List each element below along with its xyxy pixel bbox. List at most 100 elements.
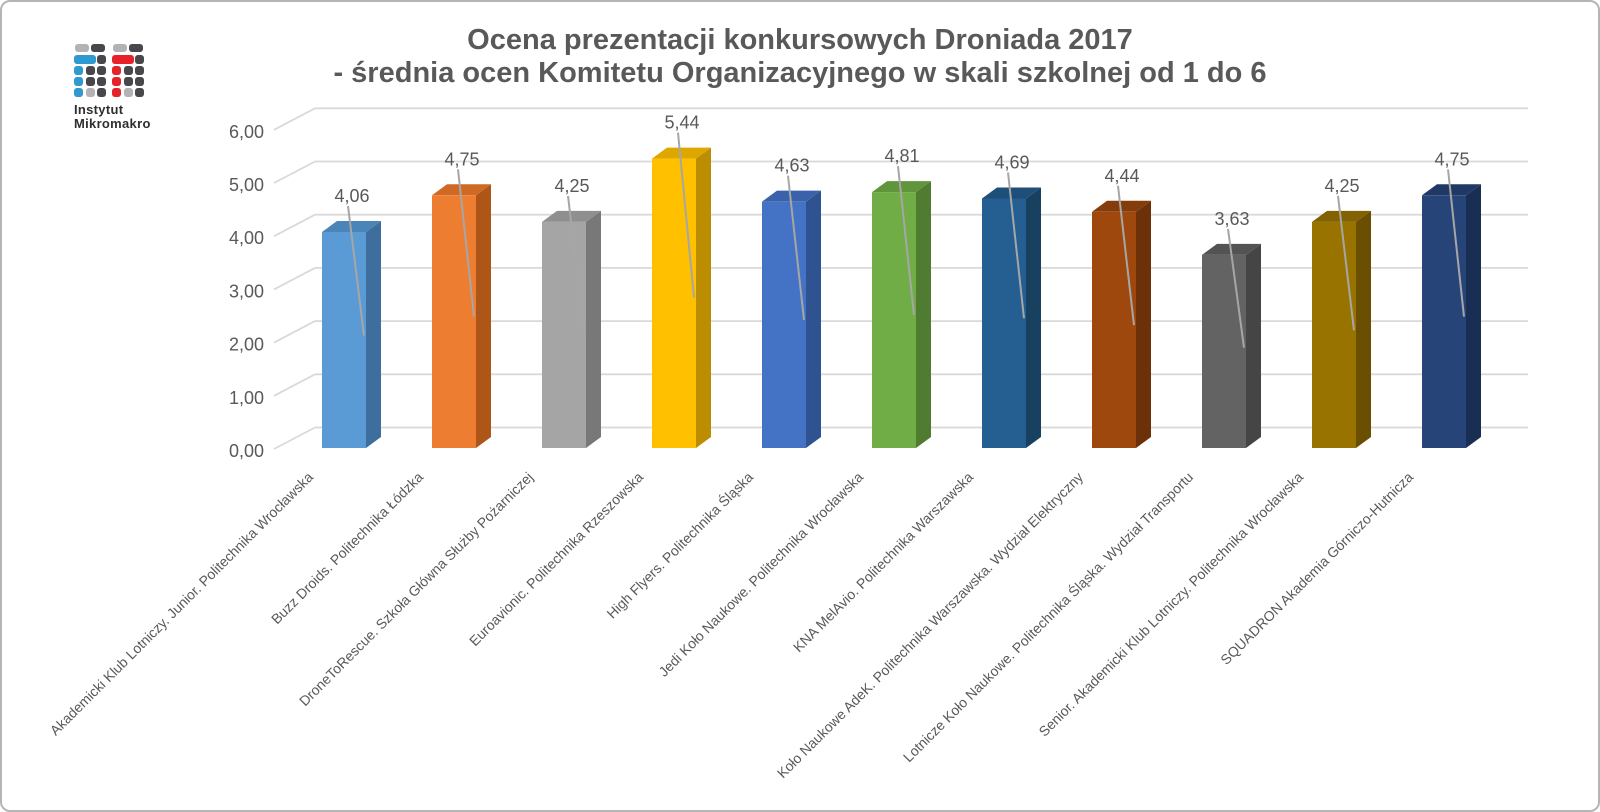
y-axis-tick-label: 2,00	[229, 335, 264, 355]
instytut-mikromakro-logo: Instytut Mikromakro	[74, 44, 234, 131]
category-label: Euroavionic. Politechnika Rzeszowska	[466, 469, 646, 649]
bar	[652, 158, 696, 449]
bar-top-face	[652, 147, 711, 159]
category-label: DroneToRescue. Szkoła Główna Służby Poża…	[296, 469, 536, 709]
logo-text: Instytut Mikromakro	[74, 103, 234, 131]
gridline-depth-segment	[273, 267, 316, 291]
logo-dot	[74, 88, 83, 97]
logo-dot	[85, 77, 95, 86]
bar-side-face	[586, 210, 601, 448]
category-label: Jedi Koło Naukowe. Politechnika Wrocławs…	[655, 469, 866, 680]
y-axis-tick-label: 5,00	[229, 175, 264, 195]
logo-dot	[123, 66, 133, 75]
bar	[432, 195, 476, 448]
category-label: Akademicki Klub Lotniczy. Junior. Polite…	[47, 469, 317, 739]
logo-dot	[135, 66, 144, 75]
bar-top-face	[1092, 200, 1151, 212]
bar	[1202, 254, 1246, 448]
bar-side-face	[1026, 187, 1041, 448]
y-axis-tick-label: 1,00	[229, 388, 264, 408]
data-label-leader-line	[567, 195, 585, 331]
bar-side-face	[1246, 243, 1261, 448]
logo-dot	[74, 77, 83, 86]
bar	[542, 221, 586, 448]
logo-dot	[129, 44, 143, 52]
data-label-leader-line	[897, 166, 915, 316]
logo-dot	[113, 44, 127, 52]
logo-dot	[91, 44, 105, 52]
logo-dot	[135, 88, 144, 97]
logo-text-line1: Instytut	[74, 102, 124, 117]
bar-side-face	[1466, 184, 1481, 449]
bar-top-face	[1422, 184, 1481, 196]
chart-title: Ocena prezentacji konkursowych Droniada …	[2, 24, 1598, 90]
gridline-depth-segment	[273, 107, 316, 131]
bar-side-face	[366, 221, 381, 448]
data-label-leader-line	[1227, 228, 1245, 348]
logo-dot	[74, 66, 83, 75]
chart-title-line2: - średnia ocen Komitetu Organizacyjnego …	[333, 57, 1267, 89]
gridline-depth-segment	[273, 160, 316, 184]
bar-top-face	[982, 187, 1041, 199]
logo-dot	[112, 55, 134, 64]
bar-value-label: 4,44	[1104, 166, 1139, 186]
bar-top-face	[542, 210, 601, 222]
bar-side-face	[806, 190, 821, 448]
y-axis-tick-label: 4,00	[229, 228, 264, 248]
y-axis-tick-label: 6,00	[229, 122, 264, 142]
gridline-depth-segment	[273, 320, 316, 344]
bar-top-face	[432, 184, 491, 196]
logo-dot	[97, 88, 106, 97]
bar-value-label: 4,25	[1324, 176, 1359, 196]
bar-side-face	[1136, 200, 1151, 448]
chart-title-line1: Ocena prezentacji konkursowych Droniada …	[467, 24, 1133, 56]
logo-dot	[97, 66, 106, 75]
gridline-depth-segment	[273, 373, 316, 397]
mikromakro-logo-icon	[74, 44, 146, 98]
bar-value-label: 4,75	[1434, 149, 1469, 169]
logo-dot	[74, 55, 96, 64]
data-label-leader-line	[787, 175, 805, 321]
bar-value-label: 4,75	[444, 149, 479, 169]
logo-dot	[123, 88, 133, 97]
data-label-leader-line	[677, 132, 695, 298]
logo-dot	[135, 77, 144, 86]
bar-value-label: 4,25	[554, 176, 589, 196]
logo-dot	[112, 77, 121, 86]
bar-top-face	[872, 181, 931, 193]
logo-dot	[97, 55, 106, 64]
logo-dot	[75, 44, 89, 52]
bar	[982, 198, 1026, 448]
data-label-leader-line	[1337, 195, 1355, 331]
bar-value-label: 5,44	[664, 113, 699, 133]
bar	[872, 192, 916, 448]
logo-dot	[135, 55, 144, 64]
bar	[762, 201, 806, 448]
gridline-depth-segment	[273, 213, 316, 237]
bar-side-face	[916, 181, 931, 448]
y-axis-tick-label: 3,00	[229, 281, 264, 301]
bar-side-face	[1356, 210, 1371, 448]
logo-dot	[85, 66, 95, 75]
bar	[1312, 221, 1356, 448]
data-label-leader-line	[457, 169, 475, 317]
bar-side-face	[696, 147, 711, 449]
gridline-depth-segment	[273, 426, 316, 450]
bar-value-label: 4,63	[774, 156, 809, 176]
data-label-leader-line	[1007, 172, 1025, 319]
bar-value-label: 3,63	[1214, 209, 1249, 229]
logo-dot	[97, 77, 106, 86]
category-label: SQUADRON Akademia Górniczo-Hutnicza	[1217, 469, 1416, 668]
category-label: Senior. Akademicki Klub Lotniczy. Polite…	[1035, 469, 1306, 740]
bar	[1092, 211, 1136, 448]
data-label-leader-line	[1447, 169, 1465, 317]
data-label-leader-line	[1117, 185, 1135, 326]
logo-text-line2: Mikromakro	[74, 116, 151, 131]
bar	[1422, 195, 1466, 448]
bar-value-label: 4,81	[884, 146, 919, 166]
data-label-leader-line	[347, 205, 365, 336]
bar-top-face	[1312, 210, 1371, 222]
bar	[322, 232, 366, 448]
logo-dot	[112, 88, 121, 97]
